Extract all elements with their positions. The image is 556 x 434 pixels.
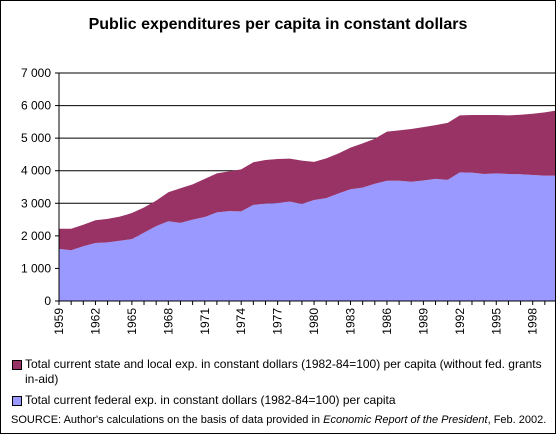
x-tick-label: 1971 [198,308,212,335]
y-tick-label: 7 000 [21,66,51,80]
legend-item-state-local: Total current state and local exp. in co… [11,357,551,387]
y-tick-label: 3 000 [21,196,51,210]
x-tick-label: 1977 [271,308,285,335]
x-tick-label: 1962 [88,308,102,335]
legend-label-federal: Total current federal exp. in constant d… [25,393,396,407]
chart-title: Public expenditures per capita in consta… [88,16,468,33]
x-tick-label: 1980 [307,308,321,335]
x-tick-label: 1974 [234,308,248,335]
area-series-0 [59,172,555,301]
source-suffix: , Feb. 2002. [487,414,547,426]
y-tick-label: 4 000 [21,164,51,178]
x-tick-label: 1968 [161,308,175,335]
chart-plot: 0 1 000 2 000 3 000 4 000 5 000 6 000 7 000 1959… [21,66,555,335]
y-tick-label: 6 000 [21,99,51,113]
axes [55,72,555,305]
y-tick-label: 5 000 [21,131,51,145]
legend-label-state-local: Total current state and local exp. in co… [25,357,542,386]
x-tick-label: 1983 [344,308,358,335]
legend-item-federal: Total current federal exp. in constant d… [11,393,551,408]
x-tick-label: 1989 [416,308,430,335]
legend: Total current state and local exp. in co… [11,357,551,408]
tick-labels: 0 1 000 2 000 3 000 4 000 5 000 6 000 7 000 1959… [21,66,540,335]
x-tick-label: 1995 [489,308,503,335]
y-tick-label: 0 [44,294,51,308]
source-publication: Economic Report of the President [323,414,488,426]
legend-swatch-federal [12,396,22,406]
x-tick-label: 1998 [526,308,540,335]
area-series-1 [59,110,555,251]
legend-swatch-state-local [12,360,22,370]
y-tick-label: 2 000 [21,229,51,243]
x-tick-label: 1965 [125,308,139,335]
source-note: SOURCE: Author's calculations on the bas… [11,414,546,426]
source-prefix: SOURCE: Author's calculations on the bas… [11,414,324,426]
area-series [59,110,555,301]
x-tick-label: 1959 [52,308,66,335]
x-tick-label: 1992 [453,308,467,335]
x-tick-label: 1986 [380,308,394,335]
y-tick-label: 1 000 [21,261,51,275]
